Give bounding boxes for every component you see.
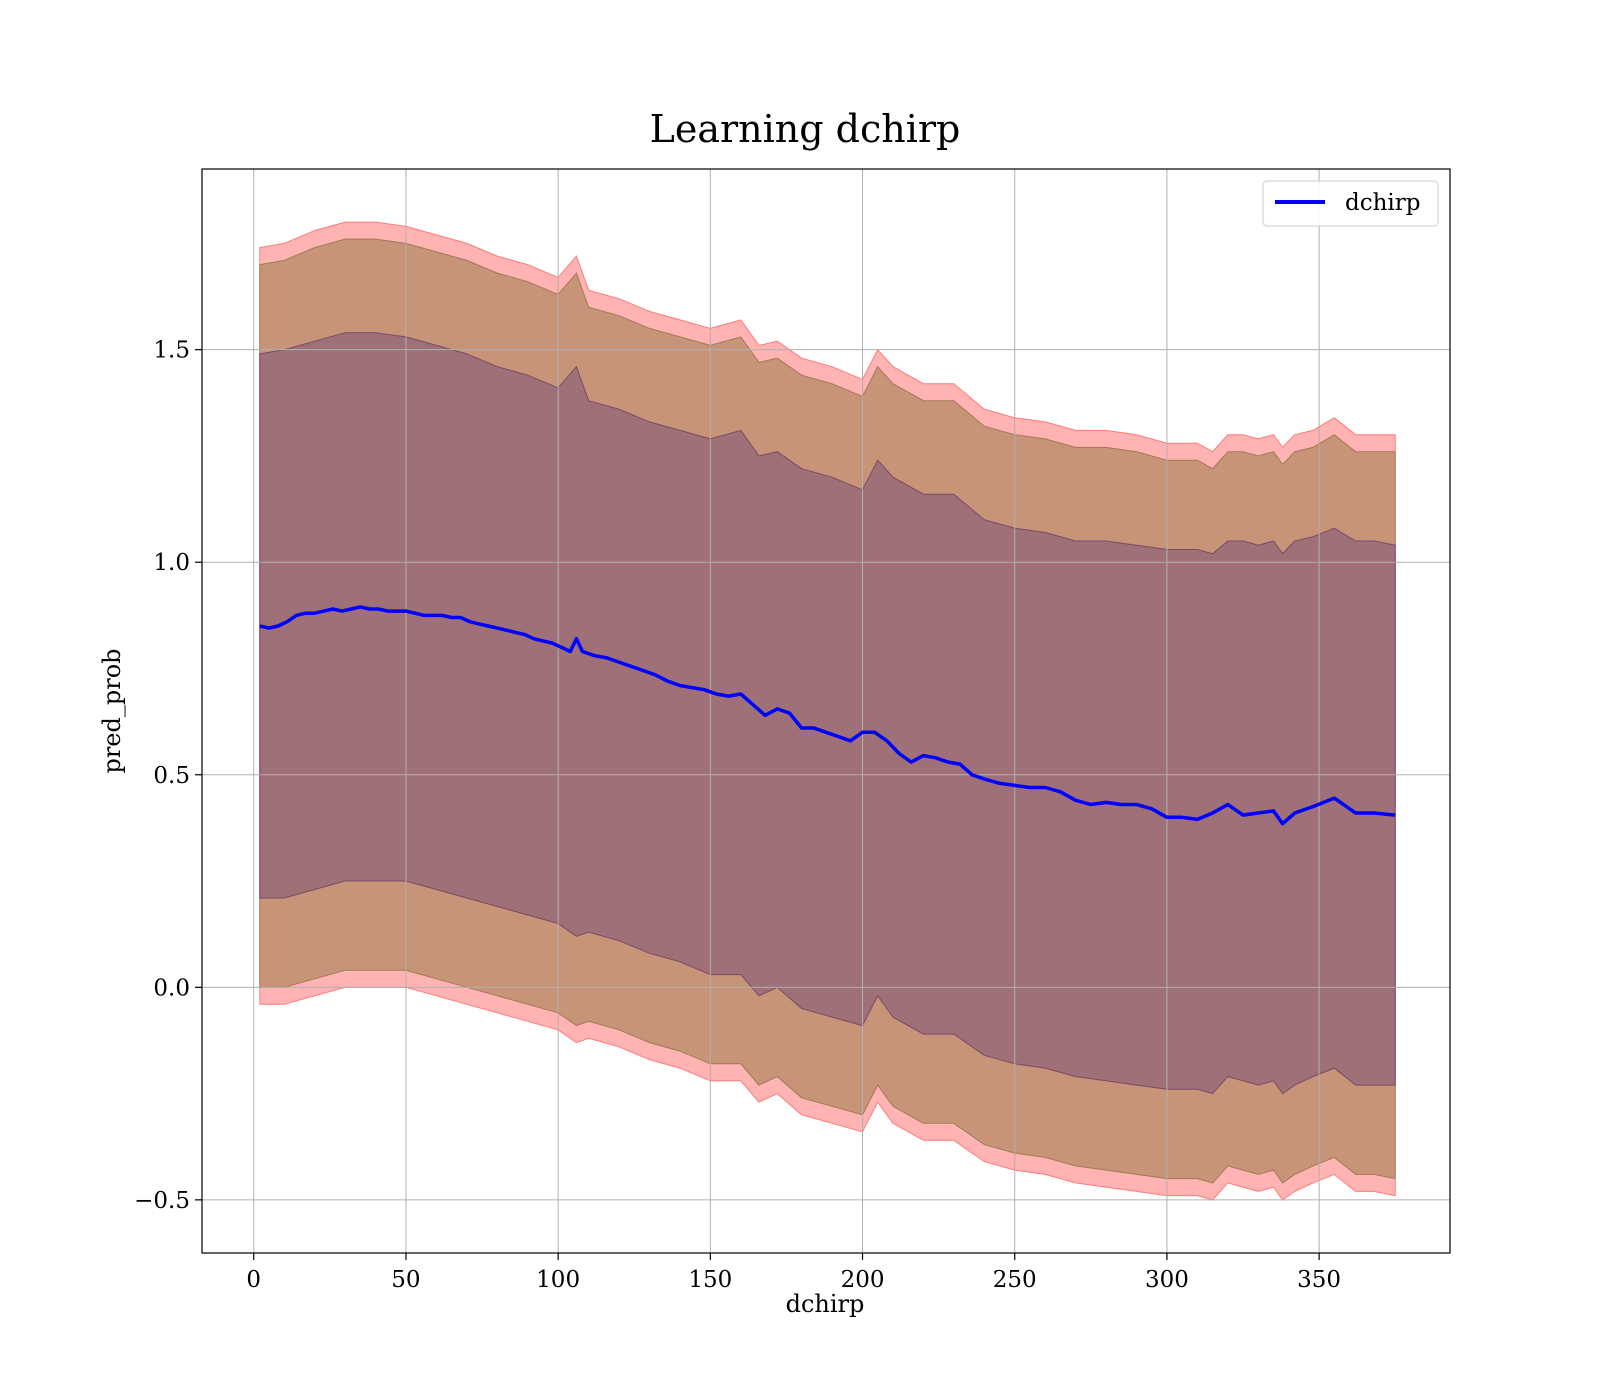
y-tick-label: 0.5	[153, 763, 190, 789]
x-tick-label: 0	[246, 1267, 261, 1293]
grid-layer	[202, 169, 1450, 1253]
y-tick-label: 1.0	[153, 550, 190, 576]
x-tick-label: 250	[993, 1267, 1037, 1293]
series-line-dchirp	[259, 605, 1396, 826]
legend-entry-dchirp: dchirp	[1345, 190, 1421, 216]
x-tick-label: 50	[391, 1267, 420, 1293]
y-tick-label: −0.5	[134, 1188, 190, 1214]
legend: dchirp	[1262, 180, 1439, 227]
x-tick-label: 150	[688, 1267, 732, 1293]
ticks-layer: 0 50 100 150 200 250 300 350 −0.5 0.0 0.5 1.0 1.5	[134, 338, 1341, 1293]
x-axis-label: dchirp	[786, 1290, 865, 1318]
x-tick-label: 350	[1297, 1267, 1341, 1293]
y-tick-label: 0.0	[153, 975, 190, 1001]
plot-frame	[201, 168, 1451, 1254]
chart-title: Learning dchirp	[650, 107, 961, 151]
x-tick-label: 200	[841, 1267, 885, 1293]
series-layer	[259, 605, 1396, 826]
bands-layer	[259, 221, 1396, 1201]
y-axis-label: pred_prob	[98, 648, 126, 773]
x-tick-label: 100	[536, 1267, 580, 1293]
x-tick-label: 300	[1145, 1267, 1189, 1293]
legend-box	[1262, 180, 1439, 227]
y-tick-label: 1.5	[153, 338, 190, 364]
